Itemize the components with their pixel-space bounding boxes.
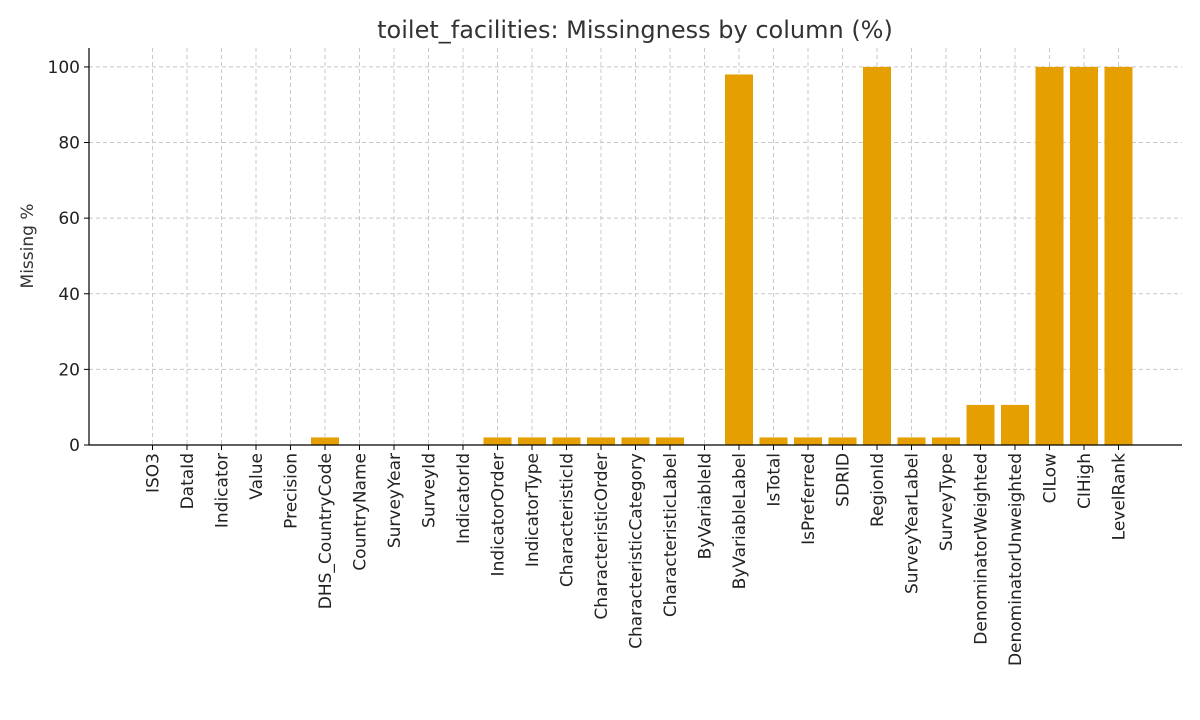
- y-tick-label: 80: [58, 134, 80, 154]
- x-tick-label: CILow: [1041, 453, 1061, 503]
- bar: [897, 437, 926, 445]
- x-tick-label: LevelRank: [1110, 453, 1130, 541]
- x-tick-label: IndicatorId: [454, 453, 474, 544]
- x-tick-label: ISO3: [144, 453, 164, 493]
- bar: [1104, 66, 1133, 446]
- x-tick-label: Indicator: [213, 453, 233, 528]
- bar: [759, 437, 788, 445]
- bar: [311, 437, 339, 445]
- bar: [552, 437, 581, 445]
- x-tick-label: DataId: [178, 453, 198, 509]
- x-tick-label: IsTotal: [765, 453, 785, 507]
- bar: [966, 404, 995, 445]
- x-tick-label: RegionId: [868, 453, 888, 527]
- y-ticks-layer: 0 20 40 60 80 100: [48, 58, 89, 456]
- x-tick-label: ByVariableLabel: [730, 453, 750, 589]
- x-tick-label: IndicatorOrder: [489, 453, 509, 576]
- y-axis-label: Missing %: [18, 204, 38, 289]
- x-tick-label: Precision: [282, 453, 302, 529]
- bar: [587, 437, 615, 445]
- y-tick-label: 100: [48, 58, 80, 78]
- grid-layer: [89, 48, 1182, 446]
- x-ticks-layer: ISO3 DataId Indicator Value Precision DHS_Cou…: [144, 445, 1130, 666]
- x-tick-label: CharacteristicOrder: [592, 453, 612, 620]
- x-tick-label: IsPreferred: [799, 453, 819, 545]
- x-tick-label: CharacteristicCategory: [627, 453, 647, 649]
- x-tick-label: DenominatorUnweighted: [1006, 453, 1026, 666]
- x-tick-label: IndicatorType: [523, 453, 543, 567]
- x-tick-label: SurveyYearLabel: [903, 453, 923, 594]
- x-tick-label: SurveyYear: [385, 453, 405, 548]
- x-tick-label: DenominatorWeighted: [972, 453, 992, 645]
- chart-title: toilet_facilities: Missingness by column…: [377, 16, 893, 44]
- x-tick-label: CharacteristicLabel: [661, 453, 681, 617]
- bars-layer: [311, 66, 1133, 446]
- bar: [656, 437, 684, 445]
- x-tick-label: SurveyType: [937, 453, 957, 551]
- bar: [863, 66, 891, 446]
- bar: [483, 437, 512, 445]
- bar: [1070, 66, 1098, 446]
- x-tick-label: DHS_CountryCode: [316, 453, 336, 609]
- bar: [1035, 66, 1064, 446]
- bar: [725, 74, 753, 445]
- bar: [1001, 404, 1029, 445]
- y-tick-label: 60: [58, 209, 80, 229]
- x-tick-label: Value: [247, 453, 267, 500]
- x-tick-label: SDRID: [834, 453, 854, 507]
- x-tick-label: CountryName: [351, 453, 371, 571]
- y-tick-label: 0: [69, 436, 80, 456]
- y-tick-label: 20: [58, 360, 80, 380]
- x-tick-label: CIHigh: [1075, 453, 1095, 509]
- bar: [828, 437, 857, 445]
- bar: [518, 437, 546, 445]
- bar: [621, 437, 650, 445]
- x-tick-label: ByVariableId: [696, 453, 716, 559]
- y-tick-label: 40: [58, 285, 80, 305]
- x-tick-label: SurveyId: [420, 453, 440, 528]
- x-tick-label: CharacteristicId: [558, 453, 578, 587]
- bar: [932, 437, 960, 445]
- bar: [794, 437, 822, 445]
